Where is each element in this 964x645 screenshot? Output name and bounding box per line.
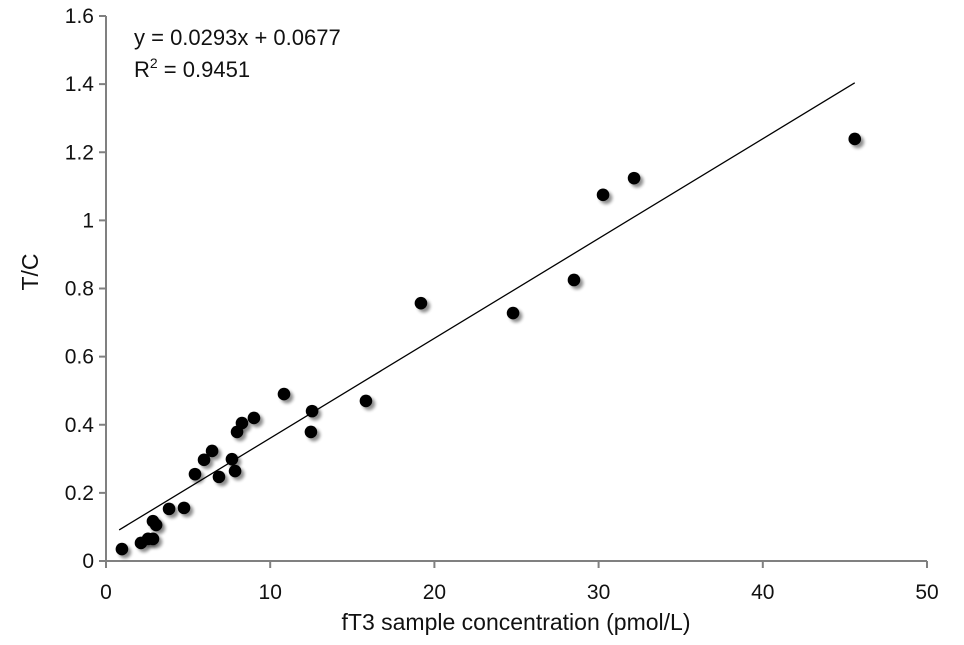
data-point	[235, 416, 249, 430]
data-point	[115, 542, 129, 556]
data-point	[247, 411, 261, 425]
data-point	[212, 470, 226, 484]
y-tick-label: 0.8	[65, 278, 94, 301]
data-point	[228, 464, 242, 478]
x-tick-label: 0	[100, 581, 112, 604]
data-point	[596, 188, 610, 202]
x-tick-label: 20	[423, 581, 446, 604]
data-points	[115, 132, 862, 556]
data-point	[177, 501, 191, 515]
data-point	[277, 387, 291, 401]
data-point	[149, 518, 163, 532]
x-tick-label: 30	[587, 581, 610, 604]
data-point	[627, 171, 641, 185]
data-point	[197, 453, 211, 467]
data-point	[188, 467, 202, 481]
y-tick-label: 1.6	[65, 5, 94, 28]
y-tick-label: 1.2	[65, 141, 94, 164]
y-tick-label: 1.4	[65, 73, 95, 96]
x-tick-label: 10	[259, 581, 282, 604]
trendline-equation: y = 0.0293x + 0.0677	[134, 25, 341, 50]
trendline	[118, 82, 856, 531]
data-point	[305, 404, 319, 418]
data-point	[146, 532, 160, 546]
data-point	[225, 452, 239, 466]
data-point	[162, 502, 176, 516]
data-point	[304, 425, 318, 439]
data-point	[848, 132, 862, 146]
y-tick-label: 0.2	[65, 482, 94, 505]
y-tick-label: 0	[82, 550, 94, 573]
y-tick-label: 0.6	[65, 346, 94, 369]
y-tick-label: 1	[82, 209, 94, 232]
r-squared-label: R2 = 0.9451	[134, 55, 250, 82]
data-point	[359, 394, 373, 408]
y-axis-label: T/C	[17, 253, 43, 290]
x-axis-label: fT3 sample concentration (pmol/L)	[342, 609, 691, 635]
trendline-path	[118, 82, 856, 531]
y-tick-label: 0.4	[65, 414, 95, 437]
data-point	[506, 306, 520, 320]
axes: 0 0.2 0.4 0.6 0.8 1 1.2 1.4 1.6 0 10 20 30 40 50	[65, 5, 939, 604]
x-tick-label: 50	[915, 581, 938, 604]
x-tick-label: 40	[751, 581, 774, 604]
data-point	[205, 444, 219, 458]
data-point	[567, 273, 581, 287]
data-point	[414, 296, 428, 310]
